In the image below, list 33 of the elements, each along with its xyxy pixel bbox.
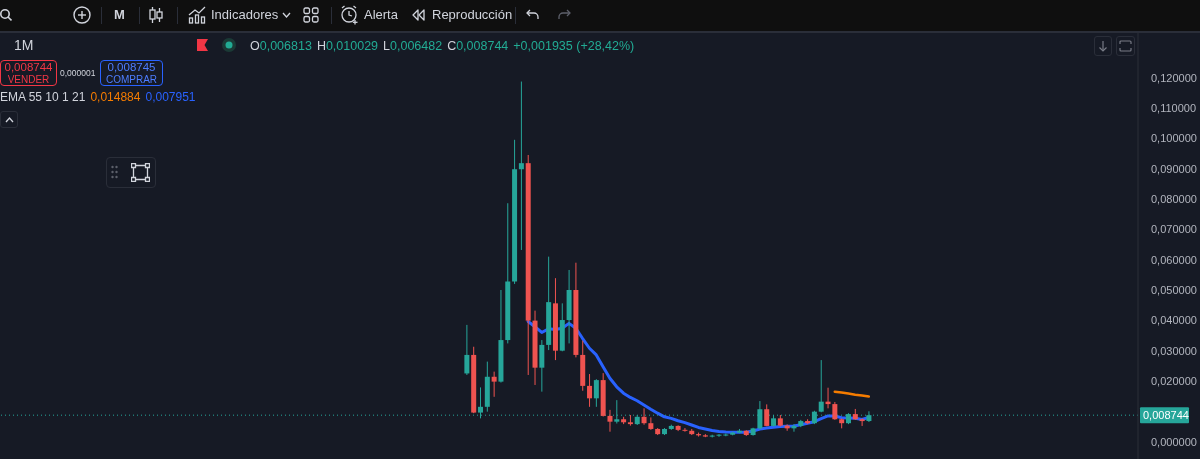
y-tick-label: 0,090000 <box>1151 162 1197 175</box>
y-tick-label: 0,100000 <box>1151 132 1197 145</box>
text: Reproducción <box>432 7 513 23</box>
y-tick-label: 0,000000 <box>1151 435 1197 448</box>
annotation: 0,014884 <box>90 90 141 105</box>
chart-title: 1M <box>14 37 34 54</box>
annotation: 0,000001 <box>60 68 96 80</box>
annotation: 0,007951 <box>145 90 196 105</box>
y-tick-label: 0,110000 <box>1151 101 1197 114</box>
annotation: COMPRAR <box>104 74 159 85</box>
annotation: L0,006482 <box>383 39 443 53</box>
ref-line-label: 0,008744 <box>1143 409 1189 422</box>
text: Alerta <box>364 7 398 23</box>
annotation: 0,008744 <box>3 61 54 74</box>
y-tick-label: 0,030000 <box>1151 344 1197 357</box>
y-tick-label: 0,060000 <box>1151 253 1197 266</box>
text: M <box>114 7 125 23</box>
y-tick-label: 0,080000 <box>1151 192 1197 205</box>
y-tick-label: 0,120000 <box>1151 71 1197 84</box>
y-tick-label: 0,070000 <box>1151 223 1197 236</box>
annotation: VENDER <box>6 74 51 85</box>
annotation: H0,010029 <box>316 39 379 53</box>
y-tick-label: 0,020000 <box>1151 375 1197 388</box>
annotation: +0,001935 (+28,42%) <box>513 38 635 54</box>
annotation: EMA 55 10 1 21 <box>0 90 86 105</box>
annotation: O0,006813 <box>250 39 312 53</box>
y-tick-label: 0,040000 <box>1151 314 1197 327</box>
text: Indicadores <box>211 7 279 23</box>
buy-button: 0,008745 COMPRAR <box>100 60 163 86</box>
sell-button: 0,008744 VENDER <box>0 60 57 86</box>
y-tick-label: 0,050000 <box>1151 284 1197 296</box>
annotation: 0,008745 <box>106 61 157 74</box>
annotation: C0,008744 <box>447 39 509 53</box>
